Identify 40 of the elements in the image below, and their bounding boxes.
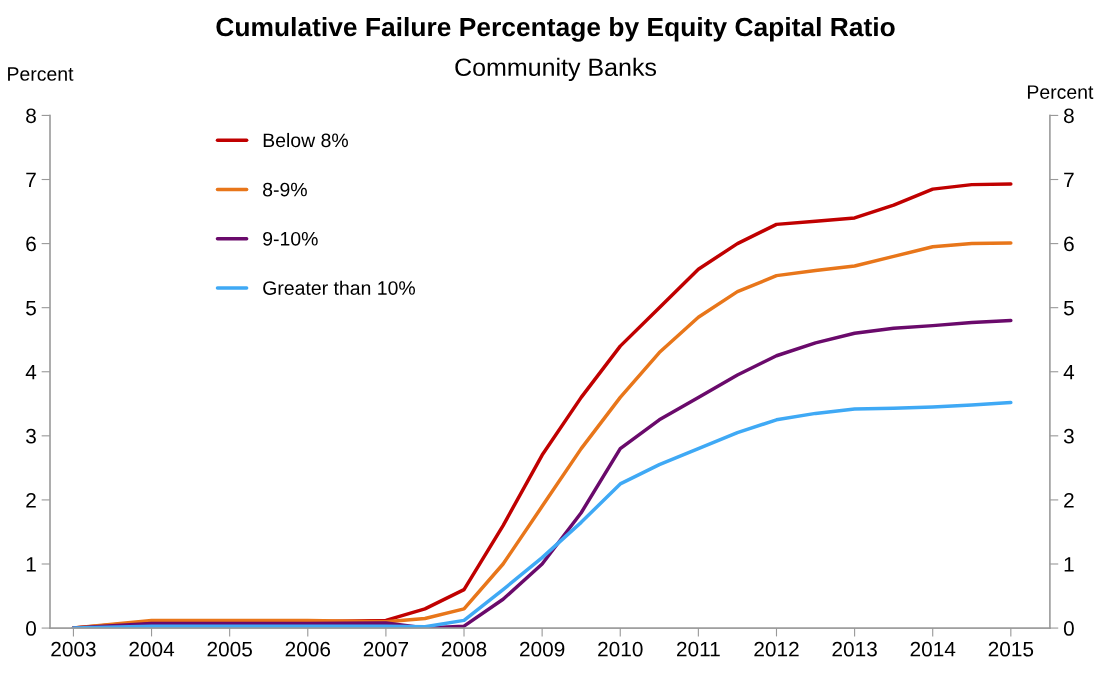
x-tick-label: 2003: [51, 641, 96, 657]
y2-tick-label: 8: [1063, 108, 1074, 124]
y-tick-label: 6: [26, 236, 36, 252]
x-tick-label: 2004: [129, 641, 175, 657]
legend-label: 8-9%: [263, 182, 307, 197]
y-tick-label: 7: [26, 172, 36, 188]
chart-subtitle: Community Banks: [455, 57, 657, 82]
x-tick-label: 2015: [988, 641, 1034, 657]
legend-label: 9-10%: [263, 231, 318, 246]
x-tick-label: 2009: [520, 641, 565, 657]
y2-tick-label: 7: [1064, 172, 1074, 188]
x-tick-label: 2005: [207, 641, 252, 657]
y2-tick-label: 2: [1064, 492, 1074, 508]
x-tick-label: 2011: [677, 641, 720, 657]
x-tick-label: 2012: [754, 641, 799, 657]
y-tick-label: 0: [26, 621, 36, 636]
y2-axis-title: Percent: [1027, 85, 1094, 99]
legend-label: Below 8%: [263, 132, 348, 148]
x-tick-label: 2010: [598, 641, 643, 657]
y-tick-label: 8: [26, 108, 36, 124]
x-tick-label: 2007: [363, 641, 409, 657]
y-tick-label: 4: [25, 364, 37, 380]
y-tick-label: 5: [26, 300, 36, 316]
y2-tick-label: 6: [1064, 236, 1074, 252]
legend-label: Greater than 10%: [263, 280, 415, 295]
line-series: [71, 400, 1013, 629]
chart-title: Cumulative Failure Percentage by Equity Capital Ratio: [216, 16, 895, 42]
y2-tick-label: 3: [1063, 428, 1074, 444]
x-tick-label: 2014: [910, 641, 956, 657]
y2-tick-label: 0: [1063, 621, 1074, 636]
x-tick-label: 2006: [285, 641, 331, 657]
y2-tick-label: 5: [1063, 300, 1074, 316]
x-tick-label: 2013: [832, 641, 877, 657]
y2-tick-label: 1: [1064, 557, 1074, 572]
y-axis-title: Percent: [8, 67, 74, 81]
y-tick-label: 2: [26, 492, 36, 508]
x-tick-label: 2008: [441, 641, 487, 657]
y2-tick-label: 4: [1063, 364, 1075, 380]
y-tick-label: 1: [26, 557, 36, 572]
y-tick-label: 3: [26, 428, 36, 444]
